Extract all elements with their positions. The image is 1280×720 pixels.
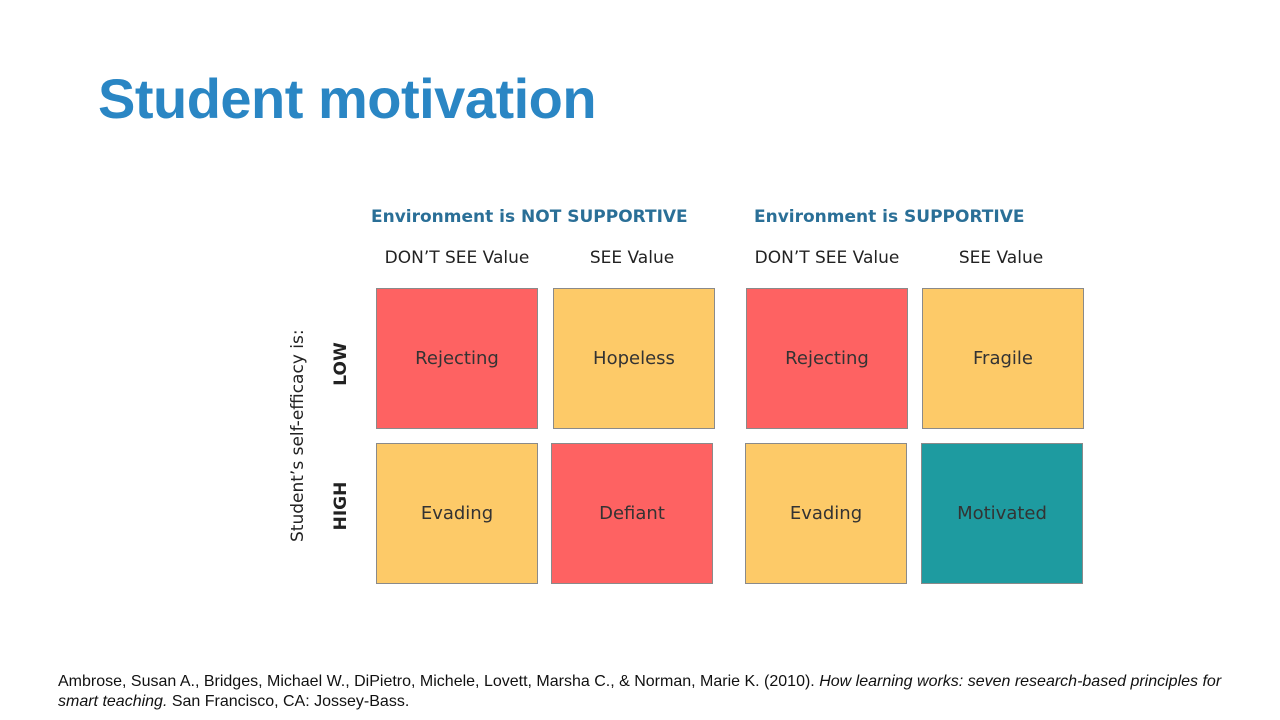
cell-low-not-supportive-see-hopeless: Hopeless bbox=[553, 288, 715, 429]
cell-label: Evading bbox=[789, 503, 863, 524]
citation-publisher: San Francisco, CA: Jossey-Bass. bbox=[171, 693, 410, 710]
row-label-high: HIGH bbox=[331, 481, 351, 531]
cell-label: Evading bbox=[420, 503, 494, 524]
cell-high-not-supportive-see-defiant: Defiant bbox=[551, 443, 713, 584]
cell-label: Rejecting bbox=[785, 348, 869, 369]
cell-label: Motivated bbox=[957, 503, 1047, 524]
cell-label: Hopeless bbox=[593, 348, 675, 369]
cell-label: Defiant bbox=[599, 503, 665, 524]
cell-low-supportive-see-fragile: Fragile bbox=[922, 288, 1084, 429]
cell-label: Fragile bbox=[973, 348, 1033, 369]
slide-title: Student motivation bbox=[98, 67, 597, 130]
environment-not-supportive-header: Environment is NOT SUPPORTIVE bbox=[371, 207, 688, 227]
column-header-see-value-2: SEE Value bbox=[958, 248, 1044, 268]
cell-high-not-supportive-dont-see-evading: Evading bbox=[376, 443, 538, 584]
self-efficacy-axis-label: Student’s self-efficacy is: bbox=[288, 329, 308, 542]
column-header-dont-see-value-1: DON’T SEE Value bbox=[384, 248, 530, 268]
column-header-dont-see-value-2: DON’T SEE Value bbox=[754, 248, 900, 268]
cell-label: Rejecting bbox=[415, 348, 499, 369]
cell-high-supportive-dont-see-evading: Evading bbox=[745, 443, 907, 584]
row-label-low: LOW bbox=[331, 342, 351, 386]
citation-authors: Ambrose, Susan A., Bridges, Michael W., … bbox=[58, 673, 815, 690]
environment-supportive-header: Environment is SUPPORTIVE bbox=[754, 207, 1025, 227]
citation-book-title: How learning works: seven research-based… bbox=[58, 673, 1222, 710]
cell-low-supportive-dont-see-rejecting: Rejecting bbox=[746, 288, 908, 429]
column-header-see-value-1: SEE Value bbox=[589, 248, 675, 268]
citation: Ambrose, Susan A., Bridges, Michael W., … bbox=[58, 672, 1248, 712]
cell-low-not-supportive-dont-see-rejecting: Rejecting bbox=[376, 288, 538, 429]
cell-high-supportive-see-motivated: Motivated bbox=[921, 443, 1083, 584]
